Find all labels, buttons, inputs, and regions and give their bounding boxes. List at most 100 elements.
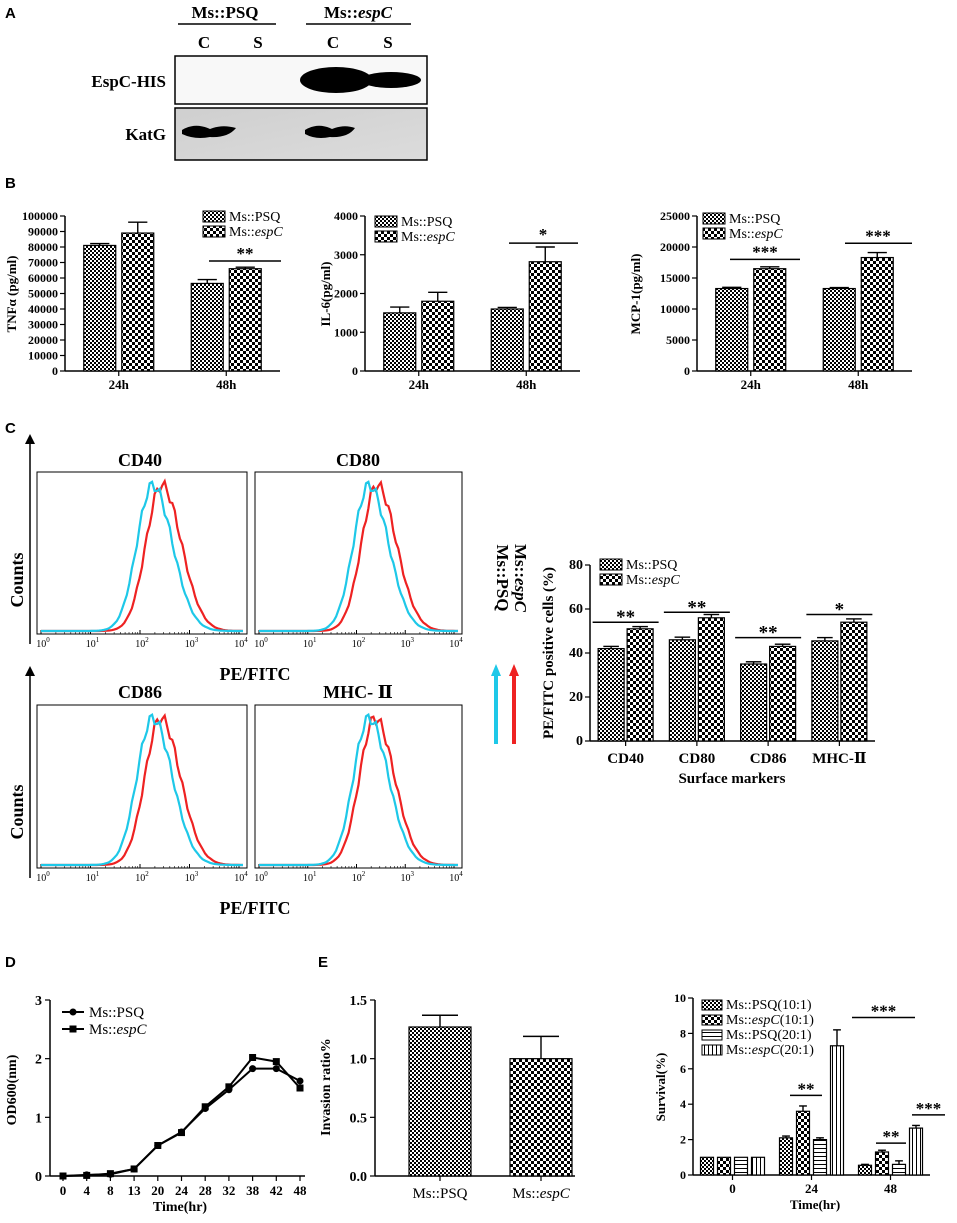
data-point xyxy=(106,1170,114,1178)
tick-base: 10 xyxy=(303,639,313,650)
y-tick-label: 0 xyxy=(352,364,358,378)
x-tick-label: 104 xyxy=(449,636,463,650)
legend-label: Ms::PSQ xyxy=(401,215,452,230)
bar xyxy=(753,268,787,372)
bar xyxy=(716,1156,732,1176)
legend-marker xyxy=(69,1008,77,1016)
legend-marker xyxy=(69,1025,77,1033)
blot-group-espc: Ms::espC xyxy=(324,3,393,22)
y-tick-label: 2 xyxy=(680,1133,686,1147)
x-tick-label: 102 xyxy=(135,636,149,650)
flow-legend-arrowhead-espc xyxy=(509,664,519,676)
y-axis-title: Survival(%) xyxy=(653,1053,668,1122)
legend-suffix: (20:1) xyxy=(777,1028,812,1043)
legend-prefix: Ms:: xyxy=(626,558,652,573)
chart-mcp1: 0 5000 10000 15000 20000 25000 24h 48h MCP-1(pg/… xyxy=(628,209,912,392)
bar xyxy=(83,244,117,372)
legend-suffix: (20:1) xyxy=(780,1043,815,1058)
tick-base: 10 xyxy=(185,873,195,884)
legend-label: Ms::espC xyxy=(626,573,680,588)
y-tick-label: 0 xyxy=(52,364,58,378)
x-tick-label: 104 xyxy=(449,870,463,884)
y-axis-title: OD600(nm) xyxy=(5,1054,20,1125)
tick-base: 10 xyxy=(135,873,145,884)
legend-swatch xyxy=(599,558,623,571)
y-axis-title: Invasion ratio% xyxy=(319,1038,334,1136)
bar xyxy=(740,663,768,742)
y-tick-label: 10 xyxy=(674,991,686,1005)
y-axis-title: MCP-1(pg/ml) xyxy=(628,254,643,335)
x-tick-label: 13 xyxy=(128,1183,142,1198)
y-tick-label: 6 xyxy=(680,1062,686,1076)
legend-swatch xyxy=(702,227,726,240)
y-tick-label: 3000 xyxy=(334,248,358,262)
x-axis-title: Time(hr) xyxy=(153,1200,208,1215)
significance-label: ** xyxy=(237,244,254,263)
y-tick-label: 0 xyxy=(576,734,583,749)
bar xyxy=(812,1138,828,1176)
data-point xyxy=(178,1129,185,1137)
x-tick-label: 102 xyxy=(135,870,149,884)
tick-exp: 0 xyxy=(46,870,50,878)
y-tick-label: 1000 xyxy=(334,325,358,339)
bar xyxy=(408,1026,472,1177)
histogram-espc xyxy=(259,715,458,867)
tick-exp: 3 xyxy=(411,636,415,644)
flow-plot-frame xyxy=(36,471,248,635)
legend-suffix: (10:1) xyxy=(780,1013,815,1028)
significance-label: ** xyxy=(883,1127,900,1146)
legend-name: espC xyxy=(755,227,784,242)
legend-label: Ms::espC xyxy=(229,225,283,240)
legend-prefix: Ms:: xyxy=(229,225,255,240)
legend-prefix: Ms:: xyxy=(512,1186,540,1202)
bar xyxy=(874,1151,890,1176)
tick-exp: 4 xyxy=(459,636,463,644)
legend-prefix: Ms:: xyxy=(726,998,752,1013)
legend-prefix: Ms:: xyxy=(401,230,427,245)
x-tick-label: CD80 xyxy=(679,751,716,767)
x-tick-label: 103 xyxy=(401,636,415,650)
x-tick-label: 102 xyxy=(352,870,366,884)
significance-label: ** xyxy=(759,623,778,644)
legend-label: Ms::PSQ xyxy=(729,212,780,227)
legend-label: Ms::espC xyxy=(89,1022,148,1038)
x-tick-label: 103 xyxy=(185,870,199,884)
y-tick-label: 20 xyxy=(569,690,583,705)
flow-legend-psq: Ms::PSQ xyxy=(493,544,512,611)
y-tick-label: 2000 xyxy=(334,287,358,301)
legend-swatch xyxy=(202,210,226,223)
tick-base: 10 xyxy=(352,873,362,884)
lane-label: C xyxy=(198,33,210,52)
x-tick-label: 48h xyxy=(516,377,537,392)
flow-x-label: PE/FITC xyxy=(219,898,290,918)
legend-prefix: Ms:: xyxy=(229,210,255,225)
tick-base: 10 xyxy=(36,873,46,884)
series-line xyxy=(62,1056,301,1177)
x-tick-label: 24h xyxy=(741,377,762,392)
blot-band xyxy=(300,67,372,93)
bar xyxy=(860,256,894,372)
legend-suffix: (10:1) xyxy=(777,998,812,1013)
tick-base: 10 xyxy=(303,873,313,884)
legend-swatch xyxy=(202,225,226,238)
flow-plot-frame xyxy=(254,704,463,869)
chart-surface-markers: 0 20 40 60 80 CD40 CD80 CD86 MHC-Ⅱ PE/FITC positi… xyxy=(541,558,875,787)
x-tick-label: 28 xyxy=(199,1183,213,1198)
flow-cytometry: CD40 CD80 CD86 MHC- Ⅱ Counts Counts PE/F… xyxy=(7,434,530,918)
blot-group-psq: Ms::PSQ xyxy=(191,3,258,22)
tick-base: 10 xyxy=(401,639,411,650)
x-tick-label: 101 xyxy=(86,870,100,884)
tick-exp: 2 xyxy=(145,636,149,644)
y-tick-label: 0.0 xyxy=(350,1170,368,1185)
tick-exp: 1 xyxy=(96,636,100,644)
bar xyxy=(750,1156,766,1176)
legend-prefix: Ms:: xyxy=(726,1028,752,1043)
x-tick-label: 101 xyxy=(303,636,317,650)
y-tick-label: 1.0 xyxy=(350,1053,368,1068)
tick-base: 10 xyxy=(36,639,46,650)
x-tick-label: 24h xyxy=(109,377,130,392)
tick-exp: 0 xyxy=(264,870,268,878)
